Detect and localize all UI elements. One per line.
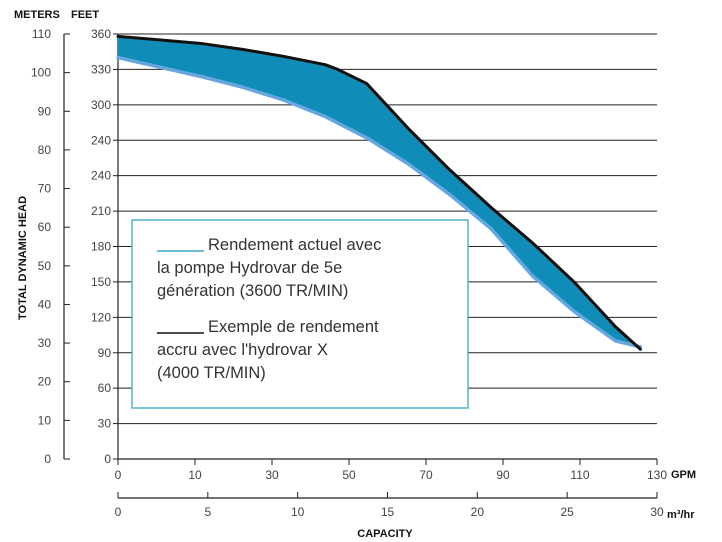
feet-tick-label: 330 [91,62,111,76]
gpm-tick-label: 50 [342,468,356,482]
meters-tick-label: 50 [38,259,52,273]
gpm-unit-label: GPM [671,469,696,481]
meters-tick-label: 10 [38,413,52,427]
gpm-tick-label: 130 [647,468,667,482]
m3hr-tick-label: 25 [560,505,574,519]
feet-tick-label: 360 [91,27,111,41]
m3hr-tick-label: 20 [471,505,485,519]
feet-tick-label: 60 [98,381,112,395]
meters-tick-label: 60 [38,220,52,234]
feet-unit-label: FEET [71,9,99,21]
meters-tick-label: 0 [44,452,51,466]
feet-tick-label: 180 [91,240,111,254]
legend-line-3: génération (3600 TR/MIN) [157,282,348,300]
m3hr-tick-label: 30 [650,505,664,519]
gpm-tick-label: 10 [188,468,202,482]
feet-tick-label: 240 [91,133,111,147]
meters-unit-label: METERS [14,9,60,21]
feet-tick-label: 120 [91,310,111,324]
feet-tick-label: 240 [91,169,111,183]
gpm-tick-label: 110 [570,468,589,482]
x-axis-title: CAPACITY [357,528,413,540]
legend-line-2: la pompe Hydrovar de 5e [157,259,342,277]
feet-tick-label: 90 [98,346,112,360]
meters-tick-label: 90 [38,104,52,118]
meters-tick-label: 110 [32,27,51,41]
meters-tick-label: 30 [38,336,52,350]
meters-tick-label: 20 [38,375,52,389]
gpm-tick-label: 30 [265,468,279,482]
y-axis-title: TOTAL DYNAMIC HEAD [17,196,29,320]
series-layer [116,34,643,351]
m3hr-tick-label: 15 [381,505,395,519]
feet-tick-label: 210 [91,204,111,218]
gpm-tick-label: 90 [496,468,510,482]
tick-layer: 0306090120150180210240240300330360010203… [31,27,667,519]
gpm-tick-label: 0 [115,468,122,482]
series-line-hydrovar-x [116,34,642,351]
feet-tick-label: 30 [98,417,112,431]
m3hr-tick-label: 5 [204,505,211,519]
legend-line-4: Exemple de rendement [208,318,379,336]
legend-line-5: accru avec l'hydrovar X [157,341,328,359]
m3hr-tick-label: 0 [115,505,122,519]
meters-tick-label: 70 [38,182,52,196]
feet-tick-label: 150 [91,275,111,289]
gpm-tick-label: 70 [419,468,433,482]
meters-tick-label: 100 [31,66,51,80]
feet-tick-label: 300 [91,98,111,112]
meters-tick-label: 80 [38,143,52,157]
meters-tick-label: 40 [38,297,52,311]
series-line-current [116,55,643,349]
legend-line-1: Rendement actuel avec [208,236,381,254]
m3hr-unit-label: m³/hr [667,509,695,521]
feet-tick-label: 0 [104,452,111,466]
m3hr-tick-label: 10 [291,505,305,519]
legend-line-6: (4000 TR/MIN) [157,364,266,382]
legend: Rendement actuel avec la pompe Hydrovar … [131,219,469,409]
